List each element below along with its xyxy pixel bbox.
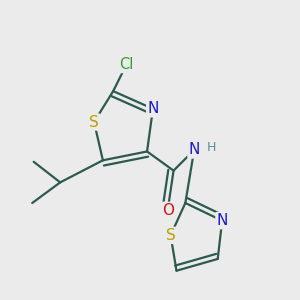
Text: S: S <box>166 228 176 243</box>
Text: S: S <box>89 115 99 130</box>
Text: N: N <box>147 101 159 116</box>
Text: H: H <box>207 141 216 154</box>
Text: N: N <box>217 213 228 228</box>
Text: O: O <box>162 203 174 218</box>
Text: N: N <box>188 142 200 158</box>
Text: Cl: Cl <box>119 57 134 72</box>
